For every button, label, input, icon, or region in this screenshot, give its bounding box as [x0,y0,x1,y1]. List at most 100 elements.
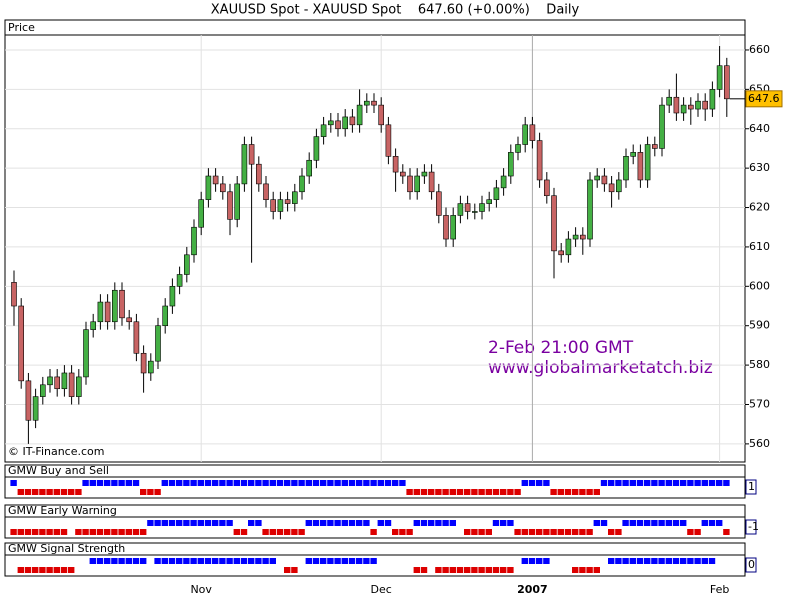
indicator-label: GMW Buy and Sell [8,464,109,477]
indicator-block [154,489,161,495]
indicator-block [147,489,154,495]
indicator-block [104,480,111,486]
indicator-block [629,558,636,564]
y-tick-label: 620 [749,201,770,214]
indicator-block [89,529,96,535]
indicator-block [68,489,75,495]
indicator-block [428,489,435,495]
indicator-block [413,567,420,573]
indicator-block [183,520,190,526]
candle-body [615,179,622,193]
candle-body [248,144,255,165]
indicator-block [298,480,305,486]
indicator-block [327,480,334,486]
y-tick-label: 630 [749,161,770,174]
indicator-block [586,529,593,535]
indicator-block [32,529,39,535]
indicator-block [651,558,658,564]
indicator-block [406,489,413,495]
candle-body [241,144,248,185]
last-price-label: 647.6 [748,92,780,105]
indicator-block [168,520,176,526]
y-tick-label: 570 [749,397,770,410]
indicator-block [356,520,363,526]
y-tick-label: 660 [749,43,770,56]
indicator-block [507,520,514,526]
indicator-block [449,520,456,526]
indicator-block [471,567,478,573]
indicator-block [183,558,190,564]
indicator-block [118,558,125,564]
indicator-block [82,529,89,535]
candle-body [47,376,53,386]
candle-body [385,124,392,157]
indicator-block [680,520,687,526]
indicator-block [204,520,212,526]
candle-body [702,100,709,110]
indicator-block [521,558,528,564]
indicator-value: -1 [748,520,759,533]
candle-body [284,199,291,204]
candle-body [176,274,183,287]
indicator-block [132,529,140,535]
indicator-block [161,520,168,526]
indicator-block [190,558,197,564]
indicator-block [694,558,701,564]
indicator-block [46,529,53,535]
indicator-block [536,558,543,564]
candle-body [299,175,305,193]
indicator-block [550,489,557,495]
indicator-block [111,529,118,535]
indicator-block [161,558,168,564]
indicator-value-box [745,479,757,495]
indicator-block [442,489,449,495]
candle-body [11,282,17,307]
indicator-block [586,489,593,495]
candle-body [543,179,550,197]
indicator-block [320,480,327,486]
indicator-block [665,558,672,564]
indicator-block [298,529,305,535]
candle-body [666,96,673,106]
chart-title: XAUUSD Spot - XAUUSD Spot 647.60 (+0.00%… [211,3,580,18]
indicator-block [284,567,291,573]
indicator-block [327,558,334,564]
candle-body [378,104,385,126]
indicator-block [636,480,644,486]
candle-body [320,124,327,137]
indicator-block [528,529,536,535]
indicator-block [464,567,471,573]
candle-body [414,175,421,193]
candle-body [76,376,82,397]
indicator-block [276,480,284,486]
indicator-block [10,480,17,486]
indicator-block [60,567,68,573]
indicator-block [485,567,492,573]
indicator-block [32,489,39,495]
indicator-block [183,480,190,486]
indicator-block [233,558,240,564]
candle-body [572,234,579,240]
candle-body [623,156,629,181]
y-tick-label: 590 [749,319,770,332]
indicator-block [240,529,248,535]
indicator-block [579,567,586,573]
candle-body [263,183,269,200]
indicator-block [348,480,356,486]
indicator-block [255,480,262,486]
indicator-block [636,558,644,564]
candle-body [392,156,399,173]
indicator-block [82,480,89,486]
indicator-block [24,567,32,573]
indicator-block [255,558,262,564]
candle-body [407,175,413,193]
y-tick-label: 600 [749,279,770,292]
candle-body [90,321,96,330]
indicator-block [75,489,82,495]
candle-body [421,171,428,177]
indicator-block [500,489,507,495]
indicator-block [701,480,708,486]
indicator-block [456,567,464,573]
candle-body [18,305,25,382]
indicator-block [392,529,399,535]
